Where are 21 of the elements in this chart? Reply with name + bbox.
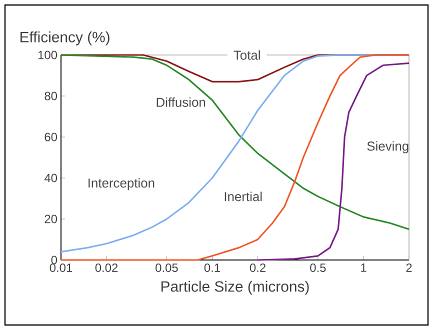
- x-tick-label: 0.01: [50, 264, 72, 272]
- y-tick-label: 20: [44, 214, 58, 224]
- y-tick-label: 60: [44, 132, 58, 142]
- x-tick-label: 0.5: [310, 264, 326, 272]
- series-label: Total: [234, 50, 260, 60]
- x-axis-title: Particle Size (microns): [161, 280, 309, 295]
- y-tick-label: 80: [44, 92, 58, 100]
- y-axis-title: Efficiency (%): [20, 31, 110, 46]
- x-tick-label: 0.1: [204, 264, 220, 272]
- series-label: Diffusion: [156, 97, 206, 107]
- x-tick-label: 0.2: [250, 264, 266, 272]
- x-tick-label: 1: [361, 264, 366, 272]
- series-label: Sieving: [367, 141, 408, 154]
- y-tick-label: 0: [51, 256, 58, 264]
- x-tick-label: 2: [406, 264, 412, 272]
- y-tick-label: 40: [44, 174, 58, 182]
- series-label: Inertial: [224, 192, 262, 202]
- text: Interception: [88, 178, 154, 190]
- x-tick-label: 0.02: [95, 264, 118, 272]
- y-tick-label: 100: [38, 50, 58, 60]
- x-tick-label: 0.05: [156, 264, 178, 272]
